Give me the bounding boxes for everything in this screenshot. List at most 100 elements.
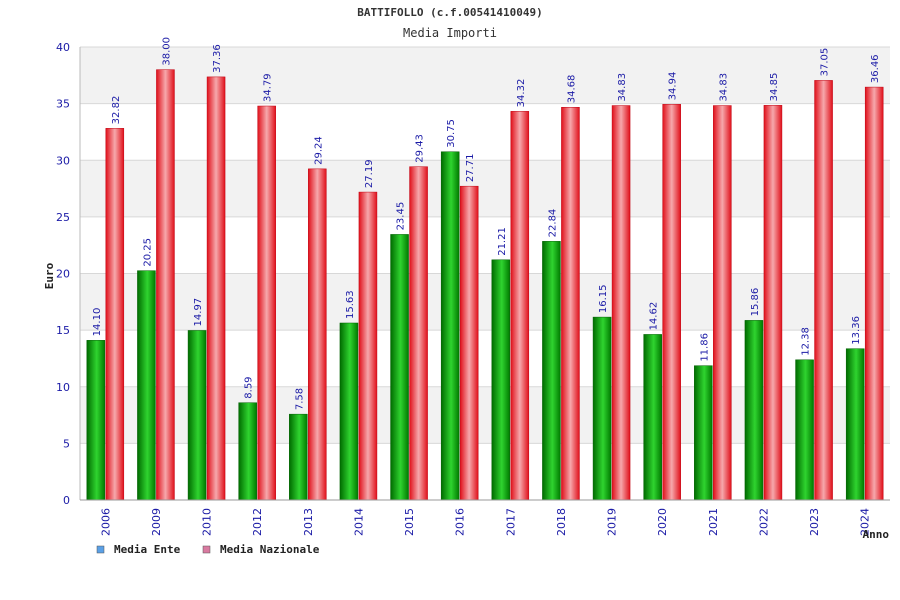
- legend-label-media-ente: Media Ente: [114, 543, 181, 556]
- x-tick-label: 2014: [352, 508, 365, 536]
- legend-label-media-nazionale: Media Nazionale: [220, 543, 320, 556]
- value-label-media-ente: 7.58: [294, 388, 305, 410]
- x-tick-label: 2012: [251, 508, 264, 536]
- bars: [86, 69, 884, 501]
- x-tick-label: 2020: [656, 508, 669, 536]
- bar-media-nazionale: [358, 191, 378, 501]
- bar-media-nazionale: [814, 80, 833, 501]
- chart-subtitle: Media Importi: [403, 26, 497, 40]
- bar-media-ente: [845, 348, 865, 501]
- value-label-media-ente: 15.63: [345, 290, 356, 319]
- x-tick-label: 2010: [201, 508, 214, 536]
- y-tick-label: 40: [56, 41, 70, 54]
- y-tick-label: 0: [63, 494, 70, 507]
- value-label-media-nazionale: 34.94: [668, 72, 679, 101]
- x-tick-label: 2015: [403, 508, 416, 536]
- value-label-media-nazionale: 34.83: [718, 73, 729, 102]
- y-tick-label: 25: [56, 211, 70, 224]
- y-tick-label: 20: [56, 268, 70, 281]
- value-label-media-nazionale: 34.79: [263, 73, 274, 102]
- bar-media-nazionale: [459, 185, 479, 501]
- bar-media-nazionale: [763, 105, 783, 501]
- legend-swatch-media-nazionale: [202, 545, 211, 554]
- value-label-media-ente: 8.59: [244, 376, 255, 398]
- y-axis-ticks: 0 5 10 15 20 25 30 35 40: [56, 41, 70, 507]
- value-label-media-ente: 11.86: [699, 333, 710, 362]
- value-label-media-ente: 21.21: [497, 227, 508, 256]
- bar-media-nazionale: [105, 128, 125, 501]
- bar-media-nazionale: [156, 69, 175, 501]
- bar-media-ente: [542, 241, 561, 501]
- value-label-media-ente: 15.86: [750, 288, 761, 317]
- y-tick-label: 15: [56, 324, 70, 337]
- bar-media-ente: [744, 320, 764, 501]
- value-label-media-ente: 14.62: [649, 302, 660, 331]
- x-tick-label: 2024: [859, 508, 872, 536]
- value-labels: 14.10 32.82 20.25 38.00 14.97 37.36 8.59 34.79 7…: [92, 37, 881, 410]
- bar-media-nazionale: [206, 76, 226, 501]
- x-axis-ticks: 2006 2009 2010 2012 2013 2014 2015 2016 2017 2018…: [99, 508, 871, 536]
- bar-media-ente: [491, 259, 511, 501]
- y-tick-label: 5: [63, 437, 70, 450]
- bar-media-ente: [440, 151, 460, 501]
- value-label-media-ente: 16.15: [598, 284, 609, 313]
- value-label-media-nazionale: 29.24: [313, 136, 324, 165]
- x-axis-title: Anno: [863, 528, 890, 541]
- value-label-media-ente: 14.97: [193, 298, 204, 327]
- bar-media-nazionale: [662, 104, 681, 501]
- bar-media-nazionale: [308, 168, 327, 501]
- value-label-media-nazionale: 38.00: [161, 37, 172, 66]
- value-label-media-nazionale: 34.32: [516, 79, 527, 108]
- x-tick-label: 2006: [99, 508, 112, 536]
- bar-media-ente: [187, 330, 207, 501]
- x-tick-label: 2009: [150, 508, 163, 536]
- bar-media-ente: [289, 413, 308, 501]
- value-label-media-ente: 30.75: [446, 119, 457, 148]
- bar-media-ente: [694, 365, 713, 501]
- value-label-media-ente: 22.84: [547, 209, 558, 238]
- bar-media-ente: [795, 359, 814, 501]
- value-label-media-ente: 23.45: [396, 202, 407, 231]
- bar-media-ente: [643, 334, 662, 501]
- bar-media-ente: [339, 322, 359, 501]
- bar-media-nazionale: [864, 86, 884, 501]
- legend: Media Ente Media Nazionale: [96, 543, 320, 556]
- value-label-media-nazionale: 34.85: [769, 73, 780, 102]
- bar-media-nazionale: [561, 106, 580, 501]
- value-label-media-nazionale: 29.43: [415, 134, 426, 163]
- y-tick-label: 10: [56, 381, 70, 394]
- x-tick-label: 2016: [454, 508, 467, 536]
- value-label-media-nazionale: 34.68: [566, 75, 577, 104]
- value-label-media-ente: 12.38: [801, 327, 812, 356]
- x-tick-label: 2021: [707, 508, 720, 536]
- x-tick-label: 2018: [555, 508, 568, 536]
- x-tick-label: 2019: [606, 508, 619, 536]
- bar-media-nazionale: [611, 105, 631, 501]
- bar-media-nazionale: [409, 166, 428, 501]
- value-label-media-nazionale: 37.05: [820, 48, 831, 77]
- bar-media-ente: [137, 270, 156, 501]
- value-label-media-nazionale: 37.36: [212, 44, 223, 73]
- x-tick-label: 2013: [302, 508, 315, 536]
- legend-swatch-media-ente: [96, 545, 105, 554]
- x-tick-label: 2023: [808, 508, 821, 536]
- bar-media-ente: [238, 402, 257, 501]
- value-label-media-nazionale: 27.71: [465, 154, 476, 183]
- chart-title: BATTIFOLLO (c.f.00541410049): [357, 6, 542, 19]
- value-label-media-nazionale: 27.19: [364, 159, 375, 188]
- x-tick-label: 2017: [504, 508, 517, 536]
- bar-media-nazionale: [257, 105, 276, 501]
- y-tick-label: 35: [56, 98, 70, 111]
- y-axis-title: Euro: [43, 262, 56, 289]
- value-label-media-nazionale: 32.82: [111, 96, 122, 125]
- bar-media-nazionale: [713, 105, 732, 501]
- bar-media-ente: [390, 234, 409, 501]
- value-label-media-nazionale: 34.83: [617, 73, 628, 102]
- value-label-media-ente: 20.25: [142, 238, 153, 267]
- value-label-media-ente: 13.36: [851, 316, 862, 345]
- y-tick-label: 30: [56, 154, 70, 167]
- x-tick-label: 2022: [757, 508, 770, 536]
- bar-media-ente: [592, 316, 612, 501]
